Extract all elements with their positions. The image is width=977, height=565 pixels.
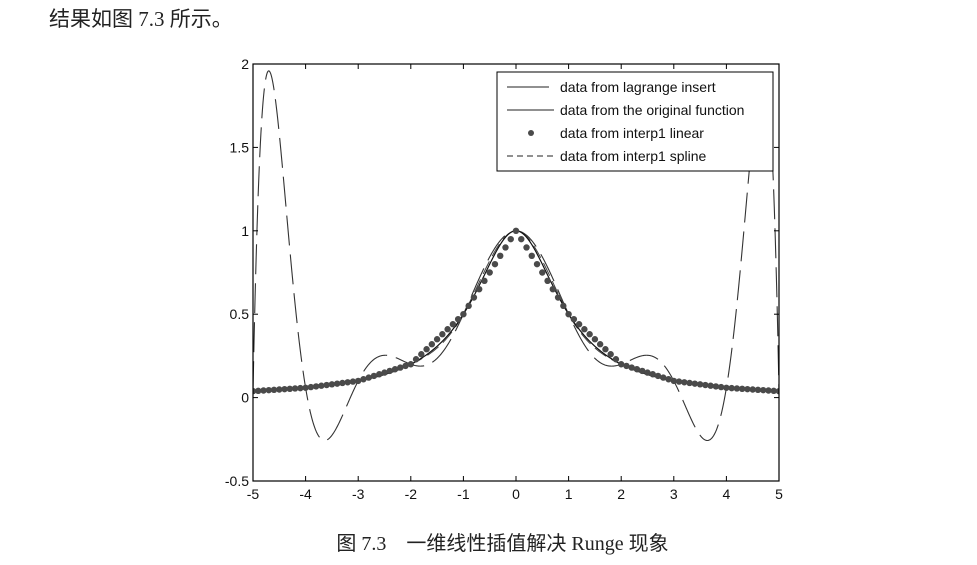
legend-box <box>496 71 774 172</box>
legend-item-original-function: data from the original function <box>507 102 744 118</box>
x-tick-label: 2 <box>617 486 625 502</box>
legend-item-lagrange: data from lagrange insert <box>507 79 716 95</box>
axes: -5 -4 -3 -2 -1 0 1 2 3 4 5 -0.5 0 0.5 1 1.5 2 <box>225 56 783 502</box>
plot-area <box>253 70 779 442</box>
x-tick-label: 0 <box>512 486 520 502</box>
figure-caption: 图 7.3 一维线性插值解决 Runge 现象 <box>336 533 669 555</box>
legend-label: data from interp1 linear <box>560 125 704 141</box>
legend-item-interp1-spline: data from interp1 spline <box>507 148 707 164</box>
y-tick-label: 0 <box>241 390 249 406</box>
legend-label: data from interp1 spline <box>560 148 707 164</box>
legend-item-interp1-linear: data from interp1 linear <box>528 125 704 141</box>
x-tick-label: -3 <box>352 486 365 502</box>
x-tick-label: 3 <box>670 486 678 502</box>
x-tick-label: -1 <box>457 486 470 502</box>
x-tick-label: 4 <box>723 486 731 502</box>
y-tick-label: 2 <box>241 56 249 72</box>
x-tick-label: 5 <box>775 486 783 502</box>
legend-label: data from lagrange insert <box>560 79 716 95</box>
y-tick-label: 0.5 <box>230 306 250 322</box>
x-tick-label: -4 <box>299 486 312 502</box>
y-tick-label: -0.5 <box>225 473 249 489</box>
x-tick-label: -2 <box>405 486 418 502</box>
legend: data from lagrange insert data from the o… <box>496 71 774 172</box>
x-tick-label: 1 <box>565 486 573 502</box>
y-tick-label: 1.5 <box>230 139 250 155</box>
legend-dot-icon <box>528 130 534 136</box>
series-interp1-linear <box>253 227 779 395</box>
x-tick-label: -5 <box>247 486 260 502</box>
series-interp1-spline <box>253 230 779 392</box>
series-original-function <box>253 230 779 392</box>
legend-label: data from the original function <box>560 102 744 118</box>
intro-text: 结果如图 7.3 所示。 <box>49 7 233 31</box>
y-tick-label: 1 <box>241 223 249 239</box>
